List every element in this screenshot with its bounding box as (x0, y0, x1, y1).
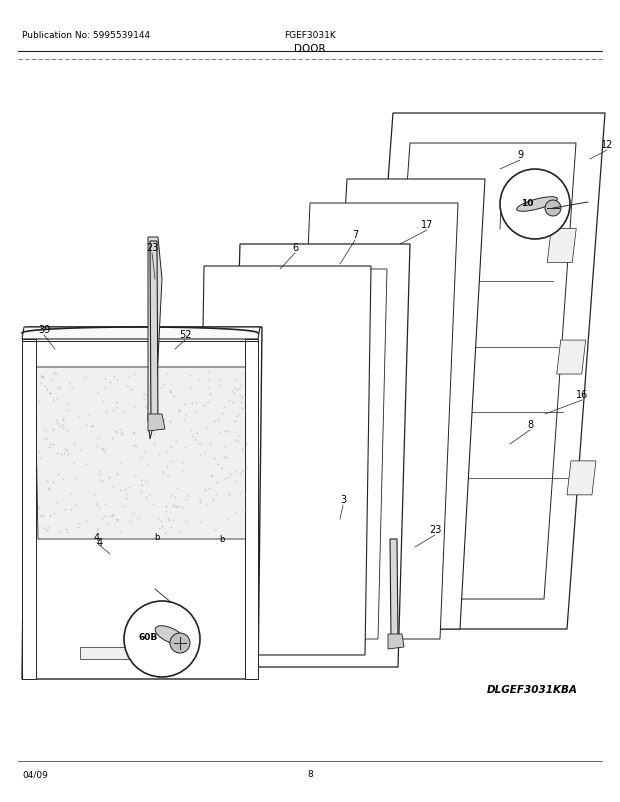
Text: DOOR: DOOR (294, 44, 326, 54)
Polygon shape (567, 461, 596, 496)
Text: b: b (219, 535, 224, 544)
Text: 17: 17 (421, 220, 433, 229)
Text: 12: 12 (601, 140, 613, 150)
Text: eReplacementParts.com: eReplacementParts.com (242, 404, 378, 415)
Text: 52: 52 (179, 330, 191, 339)
Circle shape (545, 200, 561, 217)
Polygon shape (547, 229, 576, 263)
Polygon shape (148, 415, 165, 431)
Ellipse shape (516, 197, 557, 212)
Text: 10: 10 (521, 198, 533, 207)
Text: 23: 23 (429, 525, 441, 534)
Text: 8: 8 (307, 770, 313, 779)
Polygon shape (35, 367, 252, 539)
Polygon shape (80, 647, 160, 659)
Text: 8: 8 (527, 419, 533, 429)
Polygon shape (245, 339, 258, 679)
Text: 9: 9 (517, 150, 523, 160)
Circle shape (500, 170, 570, 240)
Text: 39: 39 (38, 325, 50, 334)
Text: Publication No: 5995539144: Publication No: 5995539144 (22, 31, 150, 40)
Polygon shape (322, 180, 485, 630)
Polygon shape (378, 144, 576, 599)
Text: 60B: 60B (138, 633, 157, 642)
Text: FGEF3031K: FGEF3031K (284, 31, 336, 40)
Text: 4: 4 (94, 533, 100, 542)
Circle shape (124, 602, 200, 677)
Polygon shape (198, 267, 371, 655)
Text: 23: 23 (146, 243, 158, 253)
Polygon shape (22, 327, 262, 679)
Polygon shape (148, 237, 162, 439)
Ellipse shape (155, 626, 185, 645)
Polygon shape (228, 419, 245, 444)
Text: DLGEF3031KBA: DLGEF3031KBA (487, 684, 578, 695)
Polygon shape (248, 269, 387, 639)
Text: 4: 4 (97, 537, 103, 547)
Text: 3: 3 (340, 494, 346, 504)
Text: 16: 16 (576, 390, 588, 399)
Polygon shape (228, 245, 410, 667)
Polygon shape (292, 204, 458, 639)
Text: 6: 6 (292, 243, 298, 253)
Text: 04/09: 04/09 (22, 770, 48, 779)
Text: 7: 7 (352, 229, 358, 240)
Polygon shape (150, 241, 158, 429)
Polygon shape (355, 114, 605, 630)
Polygon shape (228, 320, 245, 345)
Polygon shape (22, 339, 36, 679)
Text: b: b (154, 533, 160, 542)
Polygon shape (22, 327, 260, 339)
Polygon shape (390, 539, 398, 639)
Circle shape (170, 634, 190, 653)
Polygon shape (557, 341, 586, 375)
Polygon shape (228, 520, 245, 545)
Polygon shape (388, 634, 404, 649)
